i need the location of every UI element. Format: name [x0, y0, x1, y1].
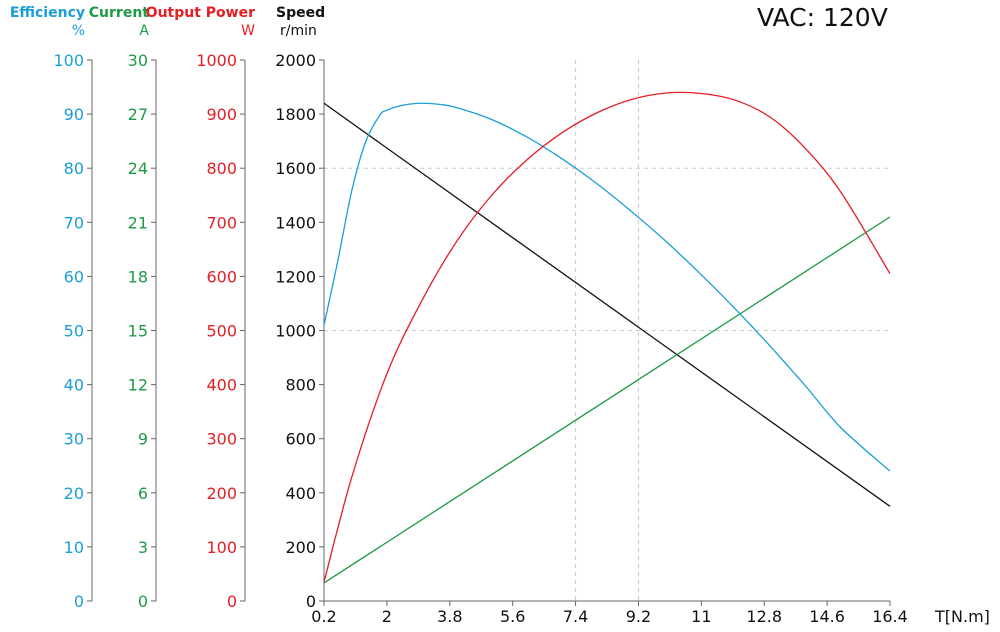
x-tick-label: 14.6	[809, 607, 845, 626]
cur-tick-label: 12	[128, 376, 148, 395]
voltage-label: VAC: 120V	[757, 3, 888, 32]
cur-axis-title: Current	[89, 5, 150, 21]
cur-tick-label: 9	[138, 430, 148, 449]
cur-axis-unit: A	[139, 23, 149, 39]
cur-tick-label: 21	[128, 213, 148, 232]
spd-curve	[323, 102, 891, 507]
pow-curve	[323, 91, 891, 583]
eff-tick-label: 0	[74, 592, 84, 611]
spd-axis-title: Speed	[276, 5, 325, 21]
pow-tick-label: 800	[206, 159, 237, 178]
pow-tick-label: 1000	[196, 51, 237, 70]
spd-tick-label: 0	[306, 592, 316, 611]
pow-tick-label: 700	[206, 213, 237, 232]
spd-tick-label: 400	[285, 484, 316, 503]
eff-tick-label: 70	[64, 213, 84, 232]
pow-tick-label: 500	[206, 322, 237, 341]
cur-tick-label: 3	[138, 538, 148, 557]
spd-tick-label: 600	[285, 430, 316, 449]
cur-tick-label: 18	[128, 267, 148, 286]
cur-tick-label: 24	[128, 159, 148, 178]
x-tick-label: 5.6	[500, 607, 525, 626]
eff-tick-label: 90	[64, 105, 84, 124]
pow-tick-label: 100	[206, 538, 237, 557]
pow-axis-title: Output Power	[146, 5, 255, 21]
x-tick-label: 16.4	[872, 607, 908, 626]
x-tick-label: 12.8	[746, 607, 782, 626]
pow-tick-label: 900	[206, 105, 237, 124]
eff-tick-label: 60	[64, 267, 84, 286]
eff-curve	[323, 102, 891, 472]
spd-tick-label: 1200	[275, 267, 316, 286]
eff-axis-unit: %	[72, 23, 85, 39]
x-tick-label: 11	[691, 607, 711, 626]
eff-tick-label: 80	[64, 159, 84, 178]
cur-tick-label: 27	[128, 105, 148, 124]
x-tick-label: 2	[382, 607, 392, 626]
pow-axis-unit: W	[241, 23, 255, 39]
spd-tick-label: 1400	[275, 213, 316, 232]
spd-tick-label: 200	[285, 538, 316, 557]
cur-tick-label: 0	[138, 592, 148, 611]
pow-tick-label: 200	[206, 484, 237, 503]
x-tick-label: 7.4	[563, 607, 588, 626]
x-tick-label: 0.2	[311, 607, 336, 626]
eff-tick-label: 40	[64, 376, 84, 395]
pow-tick-label: 0	[227, 592, 237, 611]
eff-tick-label: 20	[64, 484, 84, 503]
eff-tick-label: 50	[64, 322, 84, 341]
pow-tick-label: 400	[206, 376, 237, 395]
cur-tick-label: 6	[138, 484, 148, 503]
spd-tick-label: 800	[285, 376, 316, 395]
x-axis-label: T[N.m]	[934, 607, 990, 626]
x-tick-label: 9.2	[626, 607, 651, 626]
eff-tick-label: 100	[53, 51, 84, 70]
eff-tick-label: 10	[64, 538, 84, 557]
x-tick-label: 3.8	[437, 607, 462, 626]
spd-tick-label: 1800	[275, 105, 316, 124]
spd-tick-label: 2000	[275, 51, 316, 70]
eff-tick-label: 30	[64, 430, 84, 449]
pow-tick-label: 600	[206, 267, 237, 286]
cur-curve	[323, 216, 891, 584]
cur-tick-label: 30	[128, 51, 148, 70]
spd-tick-label: 1600	[275, 159, 316, 178]
pow-tick-label: 300	[206, 430, 237, 449]
cur-tick-label: 15	[128, 322, 148, 341]
spd-axis-unit: r/min	[280, 23, 317, 39]
eff-axis-title: Efficiency	[10, 5, 85, 21]
spd-tick-label: 1000	[275, 322, 316, 341]
